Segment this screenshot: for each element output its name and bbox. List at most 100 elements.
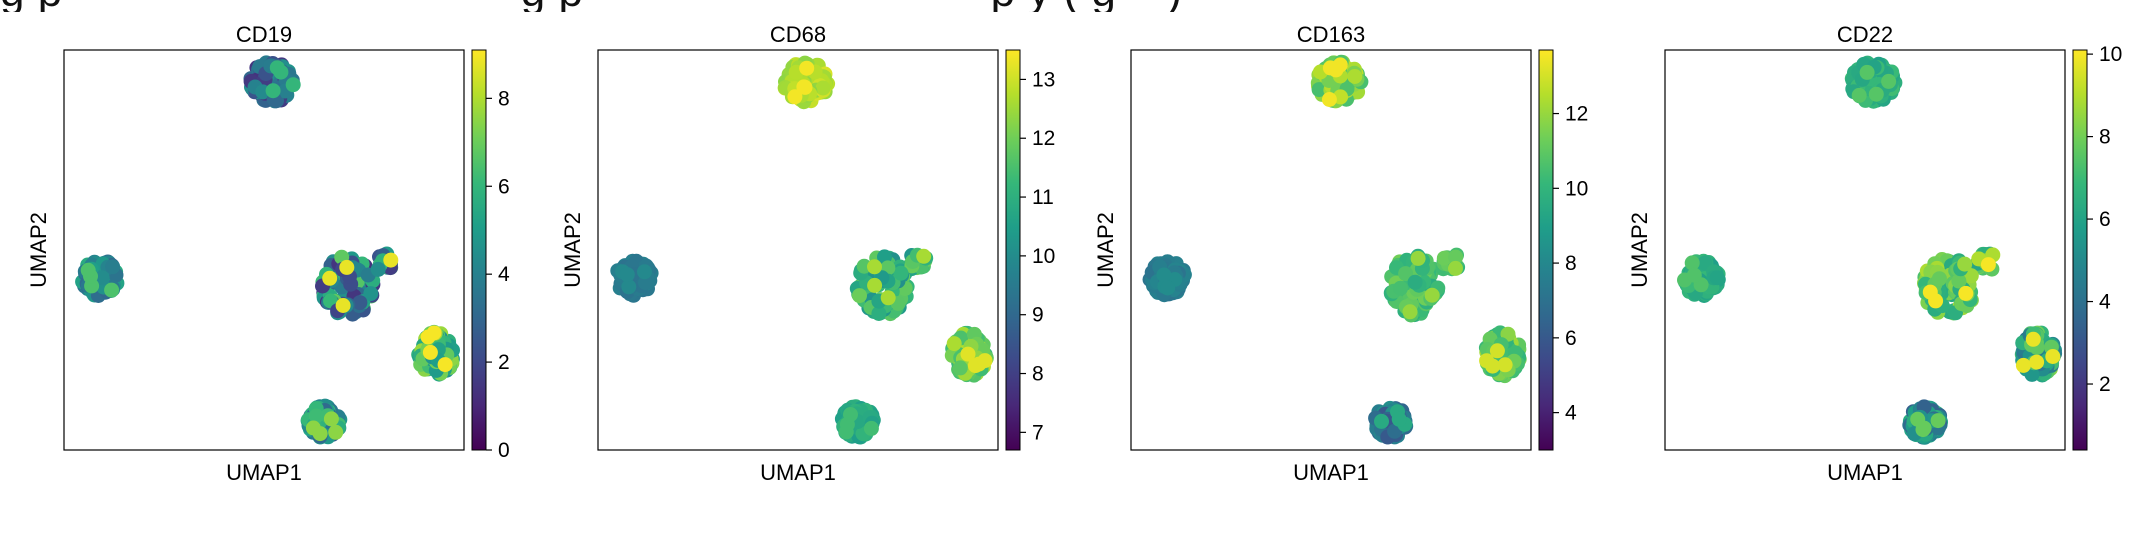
colorbar-tick-label: 10 [1565, 177, 1588, 200]
y-axis-label: UMAP2 [1093, 212, 1118, 288]
data-point [322, 270, 338, 286]
data-point [104, 282, 120, 298]
data-point [799, 60, 815, 76]
panel-cd19: CD19 UMAP1 UMAP2 0 2 4 6 8 [26, 22, 510, 485]
panel-cd22: CD22 UMAP1 UMAP2 2 4 6 8 10 [1627, 22, 2122, 485]
data-point [2029, 354, 2045, 370]
data-point [1928, 293, 1944, 309]
cluster-1 [243, 55, 301, 109]
data-point [426, 325, 442, 341]
data-point [1957, 256, 1973, 272]
colorbar-tick-label: 4 [2099, 291, 2111, 314]
data-point [1859, 64, 1875, 80]
data-point [312, 426, 328, 442]
colorbar-tick-label: 2 [498, 351, 510, 374]
y-axis-label: UMAP2 [26, 212, 51, 288]
colorbar-tick-label: 9 [1032, 304, 1044, 327]
data-point [815, 80, 831, 96]
data-point [1391, 411, 1407, 427]
data-point [1393, 280, 1408, 296]
colorbar-tick-label: 11 [1032, 186, 1054, 209]
data-point [1958, 285, 1974, 301]
cluster-4 [2014, 325, 2063, 383]
data-point [105, 259, 121, 275]
x-axis-label: UMAP1 [1293, 460, 1369, 485]
data-point [328, 424, 344, 440]
x-axis-label: UMAP1 [760, 460, 836, 485]
data-point [1448, 260, 1463, 276]
data-point [1916, 420, 1932, 436]
cluster-5 [300, 398, 348, 445]
cluster-3 [849, 247, 934, 322]
data-point [285, 77, 301, 93]
data-point [867, 259, 882, 275]
data-point [1410, 250, 1426, 266]
cluster-2 [1677, 253, 1726, 303]
panel-title: CD68 [770, 22, 826, 47]
data-point [1881, 73, 1897, 89]
plot-frame [63, 49, 465, 451]
data-point [1374, 413, 1389, 429]
data-point [1402, 304, 1418, 320]
cluster-5 [1902, 399, 1948, 445]
cluster-4 [411, 324, 460, 382]
data-point [323, 411, 339, 427]
colorbar-tick-label: 7 [1032, 421, 1044, 444]
data-point [352, 295, 368, 311]
panel-title: CD22 [1837, 22, 1893, 47]
cluster-3 [1383, 247, 1466, 323]
data-point [1347, 69, 1363, 84]
data-point [863, 420, 879, 436]
data-point [1684, 255, 1700, 271]
cluster-1 [777, 55, 836, 110]
data-point [880, 290, 896, 306]
data-point [370, 261, 386, 277]
cluster-4 [1478, 325, 1527, 384]
data-point [916, 248, 932, 264]
data-point [871, 306, 887, 321]
colorbar-tick-label: 10 [2099, 43, 2122, 66]
data-point [1980, 257, 1996, 273]
data-point [1485, 358, 1501, 374]
figure-header-fragment: g p g p p y ( g ) [0, 0, 2154, 12]
colorbar-tick-label: 6 [498, 175, 510, 198]
data-point [422, 344, 438, 360]
y-axis-label: UMAP2 [560, 212, 585, 288]
colorbar-tick-label: 8 [1565, 252, 1577, 275]
plot-frame [1664, 49, 2066, 451]
colorbar [1538, 49, 1554, 451]
colorbar-tick-label: 12 [1032, 127, 1055, 150]
colorbar [2072, 49, 2088, 451]
cluster-1 [1310, 54, 1369, 109]
colorbar-tick-label: 10 [1032, 245, 1055, 268]
colorbar-tick-label: 0 [498, 439, 510, 462]
colorbar [471, 49, 487, 451]
data-point [269, 60, 285, 76]
data-point [363, 286, 379, 302]
data-point [977, 353, 993, 369]
data-point [867, 277, 883, 293]
data-point [383, 252, 399, 268]
colorbar-tick-label: 8 [1032, 363, 1044, 386]
data-point [787, 89, 803, 105]
data-point [1311, 82, 1327, 98]
data-point [1868, 86, 1884, 102]
plot-frame [597, 49, 999, 451]
data-point [1497, 357, 1513, 373]
data-point [80, 262, 96, 278]
data-point [843, 407, 858, 422]
panel-cd68: CD68 UMAP1 UMAP2 7 8 9 10 11 12 13 [560, 22, 1055, 485]
y-axis-label: UMAP2 [1627, 212, 1652, 288]
colorbar-tick-label: 4 [498, 263, 510, 286]
x-axis-label: UMAP1 [226, 460, 302, 485]
data-point [637, 264, 652, 280]
data-point [1160, 280, 1176, 296]
cluster-3 [315, 246, 399, 322]
plot-frame [1130, 49, 1532, 451]
data-point [1686, 267, 1702, 283]
data-point [1156, 267, 1172, 283]
data-point [265, 83, 281, 99]
data-point [1930, 413, 1946, 429]
data-point [852, 288, 867, 304]
data-point [1424, 287, 1440, 303]
